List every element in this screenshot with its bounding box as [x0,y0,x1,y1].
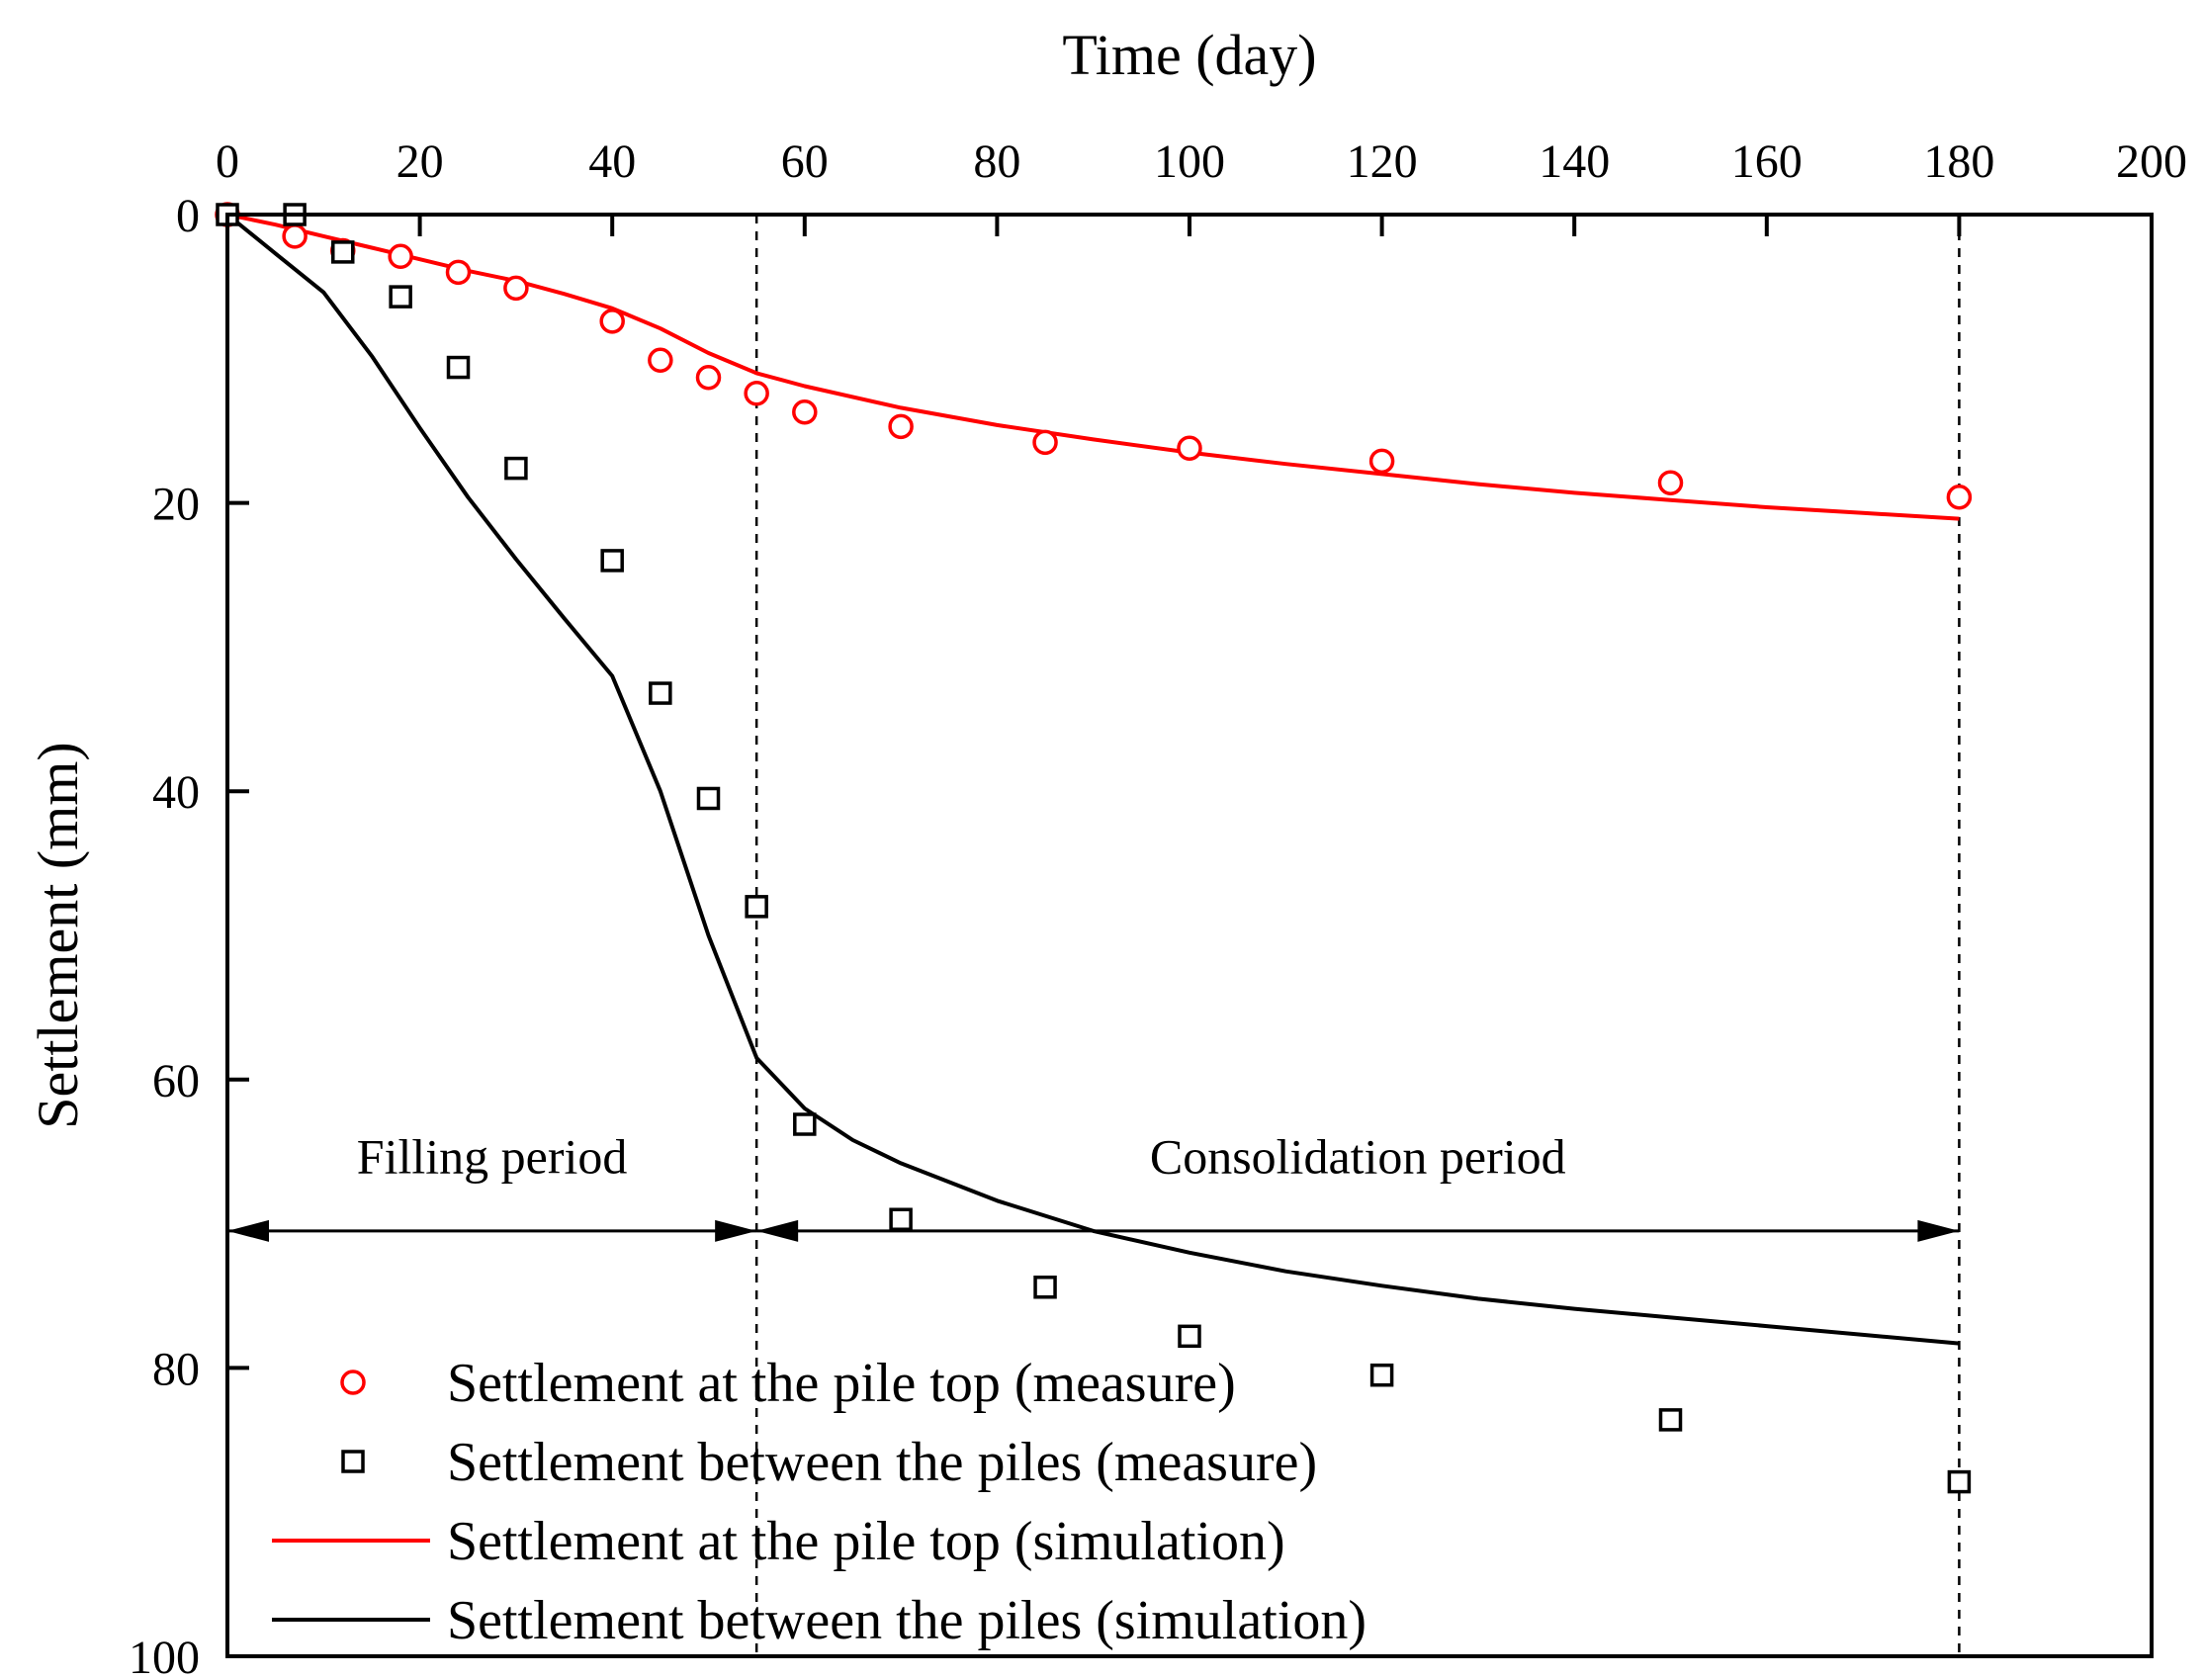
x-tick-label: 120 [1347,135,1418,188]
data-point-square [600,549,624,573]
x-ticks: 0 20 40 60 80 100 120 140 160 180 200 [216,135,2187,236]
x-tick-label: 180 [1923,135,1994,188]
filling-period-label: Filling period [357,1129,628,1185]
legend: Settlement at the pile top (measure) Sett… [272,1353,1366,1651]
consolidation-arrow-head-left [756,1219,799,1242]
x-tick-label: 100 [1154,135,1225,188]
filling-arrow-head-left [227,1219,269,1242]
x-tick-label: 0 [216,135,239,188]
x-axis-title: Time (day) [1062,23,1316,87]
data-point-circle [648,347,673,374]
data-point-square [1369,1363,1394,1387]
simulation-lines [225,213,1960,1346]
filling-arrow-head-right [715,1219,757,1242]
reference-lines [754,215,1961,1656]
data-point-square [889,1207,913,1231]
consolidation-period-label: Consolidation period [1150,1129,1566,1185]
legend-label: Settlement between the piles (simulation… [447,1590,1366,1651]
data-point-circle [503,275,529,302]
consolidation-arrow-head-right [1917,1219,1960,1242]
series-line-3 [225,213,1960,1346]
data-point-circle [282,223,308,249]
plot-frame [225,213,2154,1658]
y-tick-label: 60 [152,1055,200,1107]
y-axis-title: Settlement (mm) [26,742,90,1128]
legend-label: Settlement between the piles (measure) [447,1432,1317,1493]
data-point-square [389,285,412,309]
y-tick-label: 20 [152,479,200,531]
legend-swatch-square [341,1450,365,1473]
data-point-square [696,786,721,811]
data-point-circle [744,381,769,406]
x-tick-label: 20 [397,135,444,188]
data-point-circle [445,259,472,286]
period-annotations: Filling period Consolidation period [227,1129,1960,1242]
data-point-square [1658,1408,1683,1432]
y-tick-label: 40 [152,766,200,819]
y-tick-label: 100 [129,1632,200,1680]
data-point-circle [1032,429,1058,456]
data-point-square [649,681,672,705]
measured-points [215,202,1973,1494]
series-line-2 [226,213,1960,521]
data-point-square [446,355,471,380]
y-tick-label: 0 [176,190,200,242]
data-point-circle [695,365,722,391]
data-point-circle [599,309,625,334]
data-point-circle [888,413,914,440]
data-point-square [1178,1324,1201,1349]
data-point-square [745,895,768,919]
data-point-square [331,240,355,264]
data-point-circle [1177,435,1202,461]
data-point-square [504,456,528,481]
x-tick-label: 60 [781,135,829,188]
y-ticks: 0 20 40 60 80 100 [129,190,249,1680]
data-point-circle [1657,470,1684,495]
data-point-circle [1368,448,1395,475]
data-point-square [1033,1276,1057,1299]
legend-label: Settlement at the pile top (measure) [447,1353,1236,1414]
x-tick-label: 140 [1539,135,1610,188]
data-point-square [1947,1469,1972,1494]
data-point-circle [388,243,413,270]
x-tick-label: 200 [2116,135,2187,188]
legend-swatch-circle [340,1370,366,1395]
x-tick-label: 40 [588,135,636,188]
data-point-circle [1946,485,1973,510]
y-tick-label: 80 [152,1343,200,1395]
x-tick-label: 80 [973,135,1020,188]
x-tick-label: 160 [1731,135,1803,188]
data-point-circle [792,398,818,425]
legend-label: Settlement at the pile top (simulation) [447,1511,1285,1572]
data-point-square [793,1112,817,1136]
